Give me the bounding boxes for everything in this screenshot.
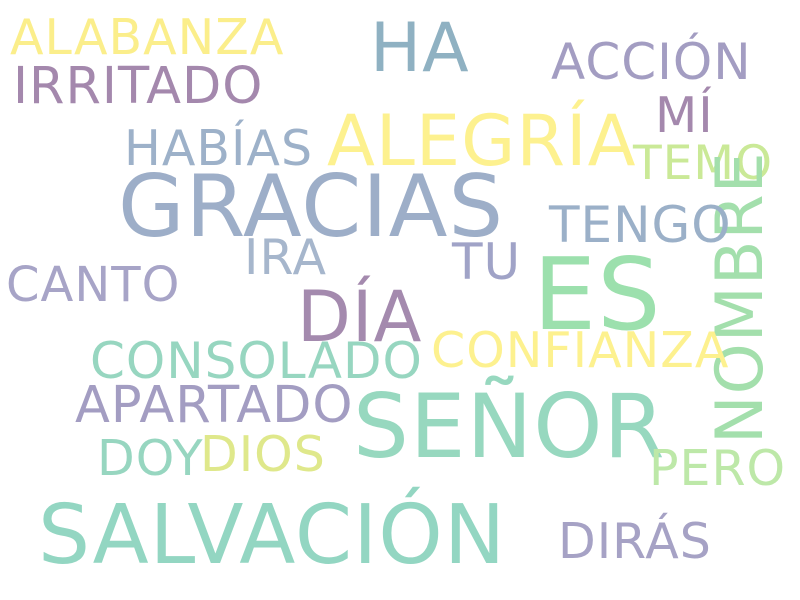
word-es: ES (533, 236, 662, 353)
word-apartado: APARTADO (75, 376, 354, 435)
word-tu: TU (452, 233, 522, 291)
word-diras: DIRÁS (558, 513, 712, 570)
word-salvacion: SALVACIÓN (38, 488, 507, 583)
word-dios: DIOS (200, 426, 326, 483)
word-tengo: TENGO (549, 196, 732, 254)
word-alabanza: ALABANZA (10, 9, 285, 66)
word-senor: SEÑOR (353, 375, 666, 478)
word-pero: PERO (649, 440, 787, 497)
word-confianza: CONFIANZA (431, 322, 730, 379)
word-ha: HA (370, 9, 470, 88)
word-habias: HABÍAS (124, 120, 314, 177)
word-temo: TEMO (633, 136, 773, 191)
word-gracias: GRACIAS (118, 157, 505, 257)
word-mi: MÍ (655, 87, 714, 144)
word-alegria: ALEGRÍA (327, 100, 637, 182)
word-consolado: CONSOLADO (90, 332, 423, 390)
word-accion: ACCIÓN (551, 33, 752, 91)
word-ira: IRA (244, 229, 328, 286)
word-irritado: IRRITADO (13, 57, 264, 116)
word-canto: CANTO (6, 257, 181, 313)
word-dia: DÍA (297, 276, 423, 358)
word-doy: DOY (97, 430, 204, 487)
